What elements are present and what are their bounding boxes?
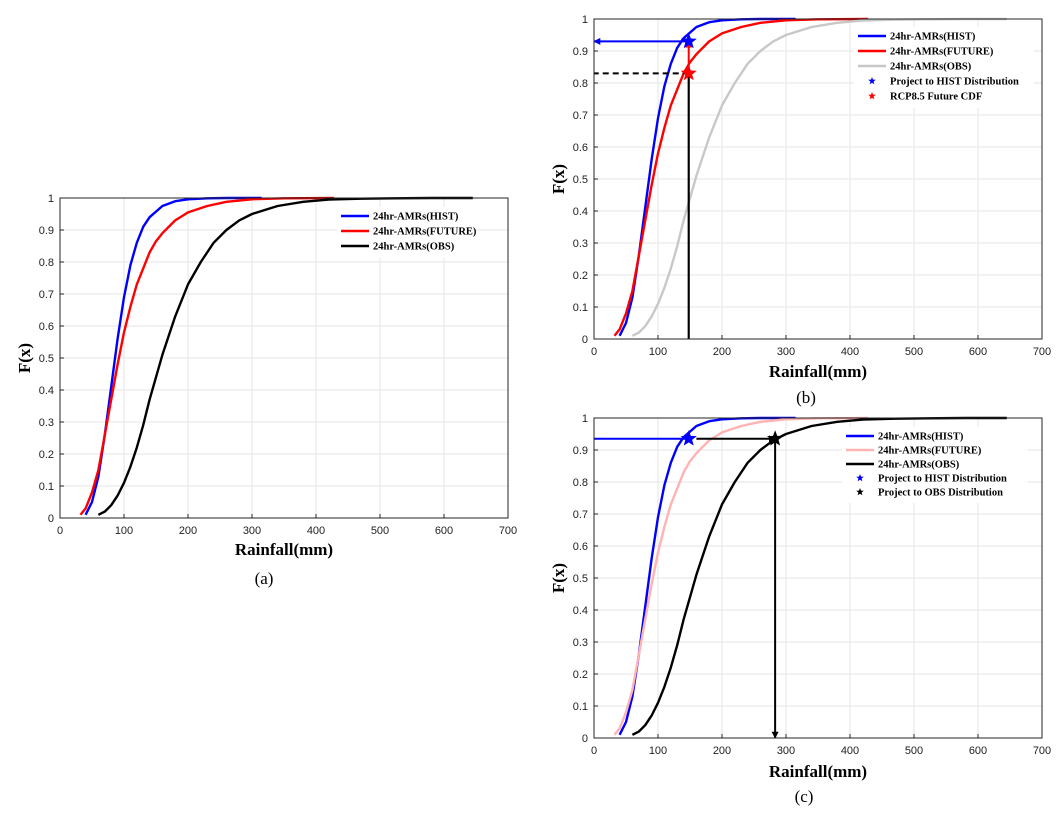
x-tick-label: 600 xyxy=(969,346,987,358)
legend-entry-label: 24hr-AMRs(HIST) xyxy=(373,212,459,223)
x-tick-label: 600 xyxy=(435,525,453,537)
x-axis-label: Rainfall(mm) xyxy=(769,762,867,781)
x-tick-label: 500 xyxy=(371,525,389,537)
y-tick-label: 0.1 xyxy=(39,481,54,493)
x-tick-label: 700 xyxy=(1033,745,1051,757)
y-tick-label: 0.2 xyxy=(573,669,588,681)
y-tick-label: 0.5 xyxy=(573,573,588,585)
legend-entry-label: RCP8.5 Future CDF xyxy=(890,92,982,103)
panel-c-chart: 0 100 200 300 400 500 600 700 0 0.1 0.2 0.3 0.4 0.5 0.… xyxy=(549,413,1051,806)
series-line-2 xyxy=(97,196,473,516)
y-tick-label: 0.8 xyxy=(573,477,588,489)
legend-entry-label: 24hr-AMRs(OBS) xyxy=(373,242,455,253)
legend-star-swatch xyxy=(856,474,864,482)
legend-entry-label: 24hr-AMRs(HIST) xyxy=(890,32,976,43)
y-tick-label: 0 xyxy=(582,733,588,745)
y-tick-label: 0.1 xyxy=(573,302,588,314)
series-line-1 xyxy=(613,416,868,736)
x-tick-label: 300 xyxy=(777,745,795,757)
x-tick-label: 300 xyxy=(243,525,261,537)
x-tick-label: 200 xyxy=(713,745,731,757)
x-tick-label: 0 xyxy=(57,525,63,537)
y-tick-label: 0.7 xyxy=(39,289,54,301)
y-axis-label: F(x) xyxy=(549,563,568,593)
y-tick-label: 0.3 xyxy=(39,417,54,429)
x-tick-label: 100 xyxy=(115,525,133,537)
panel-caption: (c) xyxy=(795,787,814,806)
legend-entry-label: 24hr-AMRs(FUTURE) xyxy=(890,47,994,58)
star-point-0 xyxy=(680,430,697,446)
panel-b-chart: 0 100 200 300 400 500 600 700 0 0.1 0.2 0.3 0.4 0.5 0.… xyxy=(549,14,1051,407)
x-axis-label: Rainfall(mm) xyxy=(235,540,333,559)
x-tick-label: 700 xyxy=(499,525,517,537)
x-tick-label: 100 xyxy=(649,346,667,358)
legend-star-swatch xyxy=(856,488,864,496)
legend-entry-label: Project to OBS Distribution xyxy=(878,488,1003,499)
series-line-1 xyxy=(79,196,334,516)
x-tick-label: 300 xyxy=(777,346,795,358)
x-tick-label: 500 xyxy=(905,745,923,757)
legend-entry-label: Project to HIST Distribution xyxy=(878,474,1007,485)
x-tick-label: 700 xyxy=(1033,346,1051,358)
y-tick-label: 0.6 xyxy=(573,541,588,553)
y-tick-label: 0.8 xyxy=(39,257,54,269)
panel-caption: (a) xyxy=(255,569,274,588)
y-tick-label: 1 xyxy=(582,413,588,425)
y-tick-label: 0.1 xyxy=(573,701,588,713)
x-tick-label: 200 xyxy=(179,525,197,537)
y-tick-label: 0.6 xyxy=(39,321,54,333)
legend xyxy=(854,27,1034,108)
y-tick-label: 0.9 xyxy=(573,445,588,457)
y-tick-label: 0.5 xyxy=(39,353,54,365)
y-tick-label: 0.2 xyxy=(39,449,54,461)
x-tick-label: 0 xyxy=(591,745,597,757)
y-tick-label: 0.7 xyxy=(573,110,588,122)
y-tick-label: 0 xyxy=(582,334,588,346)
legend-entry-label: 24hr-AMRs(FUTURE) xyxy=(373,227,477,238)
x-tick-label: 0 xyxy=(591,346,597,358)
y-tick-label: 0.4 xyxy=(573,206,588,218)
series-line-2 xyxy=(631,17,1007,337)
panel-a-chart: 0 100 200 300 400 500 600 700 0 0.1 0.2 0.3 0.4 0.5 0.… xyxy=(15,193,517,588)
x-tick-label: 200 xyxy=(713,346,731,358)
y-tick-label: 0.4 xyxy=(573,605,588,617)
legend-entry-label: 24hr-AMRs(FUTURE) xyxy=(878,446,982,457)
x-tick-label: 400 xyxy=(841,745,859,757)
y-tick-label: 0 xyxy=(48,513,54,525)
x-tick-label: 600 xyxy=(969,745,987,757)
y-tick-label: 0.4 xyxy=(39,385,54,397)
x-axis-label: Rainfall(mm) xyxy=(769,362,867,381)
y-tick-label: 0.9 xyxy=(39,225,54,237)
x-tick-label: 500 xyxy=(905,346,923,358)
star-point-1 xyxy=(680,64,697,81)
y-tick-label: 0.3 xyxy=(573,637,588,649)
y-tick-label: 0.3 xyxy=(573,238,588,250)
legend-entry-label: 24hr-AMRs(HIST) xyxy=(878,432,964,443)
star-point-0 xyxy=(680,32,697,49)
legend-entry-label: Project to HIST Distribution xyxy=(890,77,1019,88)
series-line-2 xyxy=(631,416,1007,736)
legend-star-swatch xyxy=(868,77,876,85)
star-point-1 xyxy=(767,430,784,446)
y-tick-label: 0.8 xyxy=(573,78,588,90)
y-tick-label: 1 xyxy=(582,14,588,26)
y-tick-label: 0.5 xyxy=(573,174,588,186)
y-tick-label: 0.2 xyxy=(573,270,588,282)
legend-star-swatch xyxy=(868,92,876,100)
panel-caption: (b) xyxy=(796,388,816,407)
x-tick-label: 400 xyxy=(841,346,859,358)
x-tick-label: 400 xyxy=(307,525,325,537)
series-line-1 xyxy=(613,17,868,337)
legend-entry-label: 24hr-AMRs(OBS) xyxy=(890,62,972,73)
y-tick-label: 0.7 xyxy=(573,509,588,521)
y-tick-label: 0.6 xyxy=(573,142,588,154)
legend-entry-label: 24hr-AMRs(OBS) xyxy=(878,460,960,471)
x-tick-label: 100 xyxy=(649,745,667,757)
y-axis-label: F(x) xyxy=(549,164,568,194)
y-tick-label: 0.9 xyxy=(573,46,588,58)
y-axis-label: F(x) xyxy=(15,343,34,373)
y-tick-label: 1 xyxy=(48,193,54,205)
